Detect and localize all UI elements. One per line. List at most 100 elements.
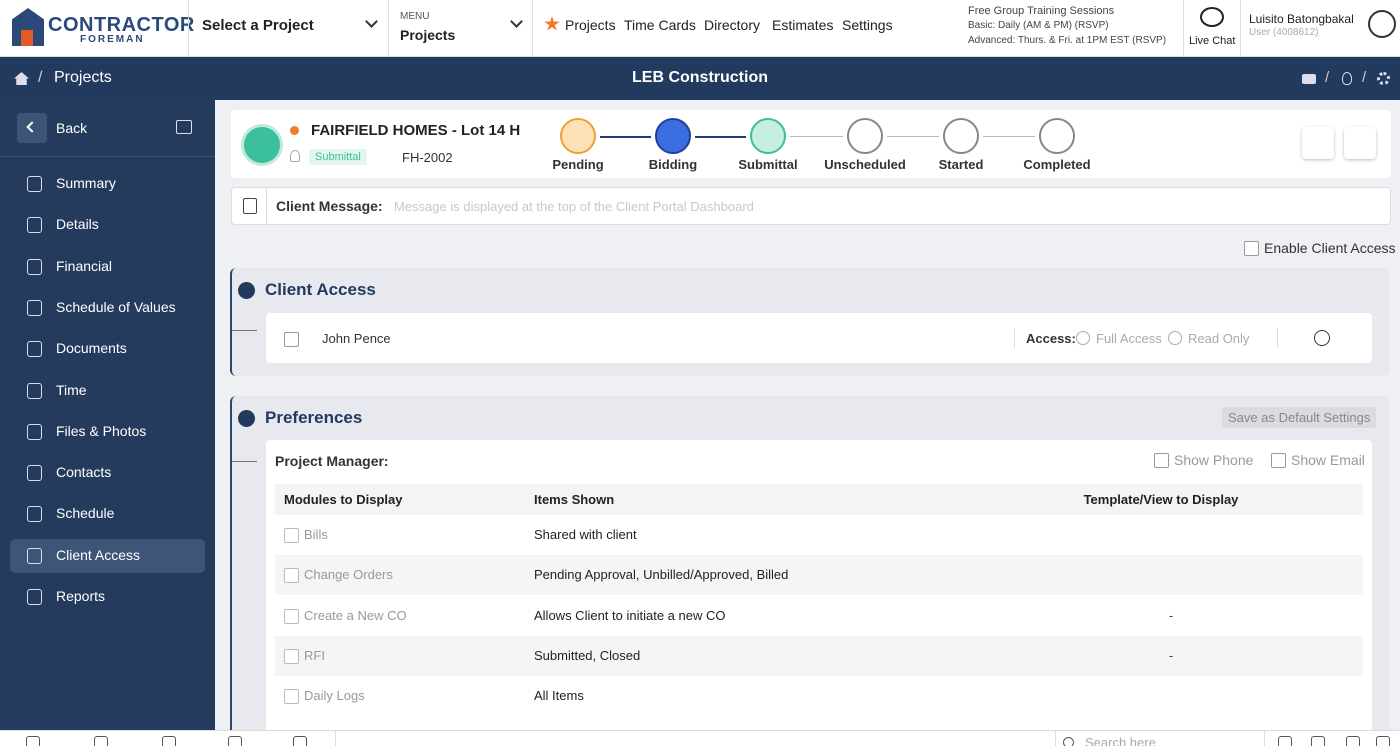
logo-bottom[interactable]: FOREMAN <box>80 34 145 45</box>
menu-label: MENU <box>400 11 430 22</box>
sidebar-item[interactable]: Details <box>56 216 99 233</box>
logo-top[interactable]: CONTRACTOR <box>48 14 195 36</box>
stage-label[interactable]: Completed <box>1023 157 1091 172</box>
sidebar-icon <box>27 176 42 192</box>
stage-circle[interactable] <box>847 118 883 154</box>
nav-link[interactable]: Time Cards <box>624 17 696 33</box>
table-header <box>275 484 1363 515</box>
breadcrumb-page[interactable]: Projects <box>54 69 112 86</box>
sidebar-icon <box>27 465 42 482</box>
radio[interactable] <box>1076 331 1090 345</box>
access-option[interactable]: Full Access <box>1096 331 1162 346</box>
stage-circle[interactable] <box>560 118 596 154</box>
stage-label[interactable]: Bidding <box>648 157 698 172</box>
stage-label[interactable]: Pending <box>552 157 604 172</box>
sidebar-item[interactable]: Financial <box>56 257 113 274</box>
footer-icon[interactable] <box>228 736 242 746</box>
items-shown: Submitted, Closed <box>534 647 641 663</box>
search-box[interactable] <box>1055 730 1265 746</box>
sidebar-item[interactable]: Schedule <box>56 505 115 522</box>
stage-label[interactable]: Submittal <box>738 157 798 172</box>
status-badge: Submittal <box>309 149 367 165</box>
sidebar-item[interactable]: Contacts <box>56 464 112 481</box>
divider <box>1277 328 1278 348</box>
client-message-input[interactable]: Message is displayed at the top of the C… <box>394 199 754 214</box>
manager-label: Project Manager: <box>275 453 389 469</box>
avatar[interactable] <box>1368 10 1396 38</box>
module-name: RFI <box>304 647 325 663</box>
footer-icon[interactable] <box>162 736 176 746</box>
project-card <box>231 110 1391 178</box>
footer-icon[interactable] <box>1311 736 1325 746</box>
menu-value[interactable]: Projects <box>400 27 456 43</box>
sidebar-item[interactable]: Client Access <box>56 546 141 563</box>
footer-icon[interactable] <box>293 736 307 746</box>
sidebar-item[interactable]: Time <box>56 381 87 398</box>
stage-connector <box>983 136 1035 137</box>
sidebar-item[interactable]: Files & Photos <box>56 422 147 439</box>
stage-circle[interactable] <box>750 118 786 154</box>
stage-circle[interactable] <box>655 118 691 154</box>
section-title: Preferences <box>265 408 363 427</box>
checkbox[interactable] <box>284 689 299 705</box>
nav-link[interactable]: Settings <box>842 17 893 33</box>
project-id: FH-2002 <box>402 150 453 165</box>
enable-client-access[interactable]: Enable Client Access <box>1264 240 1396 256</box>
back-label[interactable]: Back <box>56 120 88 136</box>
items-shown: Pending Approval, Unbilled/Approved, Bil… <box>534 567 789 583</box>
checkbox[interactable] <box>1244 241 1259 256</box>
save-default-button[interactable]: Save as Default Settings <box>1222 407 1377 428</box>
training-text[interactable]: Free Group Training Sessions <box>968 5 1115 17</box>
gear-icon[interactable] <box>1377 72 1390 85</box>
checkbox[interactable] <box>1271 453 1286 468</box>
collapse-icon[interactable] <box>238 410 255 427</box>
footer-icon[interactable] <box>1376 736 1390 746</box>
sidebar-item[interactable]: Reports <box>56 588 106 604</box>
refresh-button[interactable] <box>1302 127 1334 159</box>
checkbox[interactable] <box>284 648 299 664</box>
sidebar-icon <box>27 258 42 275</box>
training-text[interactable]: Advanced: Thurs. & Fri. at 1PM EST (RSVP… <box>968 35 1167 46</box>
footer-icon[interactable] <box>26 736 40 746</box>
sidebar-icon <box>27 423 42 440</box>
checkbox[interactable] <box>284 608 299 624</box>
info-icon[interactable] <box>1314 330 1330 346</box>
user-name[interactable]: Luisito Batongbakal <box>1249 12 1354 26</box>
footer-icon[interactable] <box>1278 736 1292 746</box>
stage-label[interactable]: Unscheduled <box>824 157 906 172</box>
checkbox[interactable] <box>284 332 299 347</box>
checkbox[interactable] <box>284 528 299 543</box>
footer-icon[interactable] <box>1346 736 1360 746</box>
video-icon[interactable] <box>1302 74 1316 84</box>
radio[interactable] <box>1168 331 1182 345</box>
menu-button[interactable] <box>1344 127 1376 159</box>
bulb-icon[interactable] <box>1342 72 1352 85</box>
show-phone[interactable]: Show Phone <box>1174 452 1254 468</box>
project-select[interactable]: Select a Project <box>202 17 314 34</box>
panel-icon[interactable] <box>176 120 192 134</box>
live-chat[interactable]: Live Chat <box>1189 35 1236 47</box>
checkbox[interactable] <box>284 568 299 584</box>
show-email[interactable]: Show Email <box>1291 452 1365 468</box>
sidebar-item[interactable]: Summary <box>56 175 116 191</box>
nav-link[interactable]: Projects <box>565 17 616 33</box>
column-header: Modules to Display <box>284 492 403 507</box>
sidebar-item[interactable]: Documents <box>56 340 127 357</box>
stage-label[interactable]: Started <box>938 157 984 172</box>
stage-circle[interactable] <box>943 118 979 154</box>
sidebar-icon <box>27 547 42 564</box>
training-text[interactable]: Basic: Daily (AM & PM) (RSVP) <box>968 20 1109 31</box>
access-option[interactable]: Read Only <box>1188 331 1250 346</box>
stage-circle[interactable] <box>1039 118 1075 154</box>
back-button[interactable] <box>17 113 47 143</box>
sidebar-active <box>10 538 205 573</box>
nav-link[interactable]: Estimates <box>772 17 834 33</box>
footer-icon[interactable] <box>94 736 108 746</box>
sidebar-item[interactable]: Schedule of Values <box>56 298 176 315</box>
nav-link[interactable]: Directory <box>704 17 761 33</box>
stage-connector <box>887 136 939 137</box>
home-icon[interactable] <box>14 72 29 85</box>
checkbox[interactable] <box>1154 453 1169 468</box>
collapse-icon[interactable] <box>238 282 255 299</box>
items-shown: All Items <box>534 688 584 704</box>
